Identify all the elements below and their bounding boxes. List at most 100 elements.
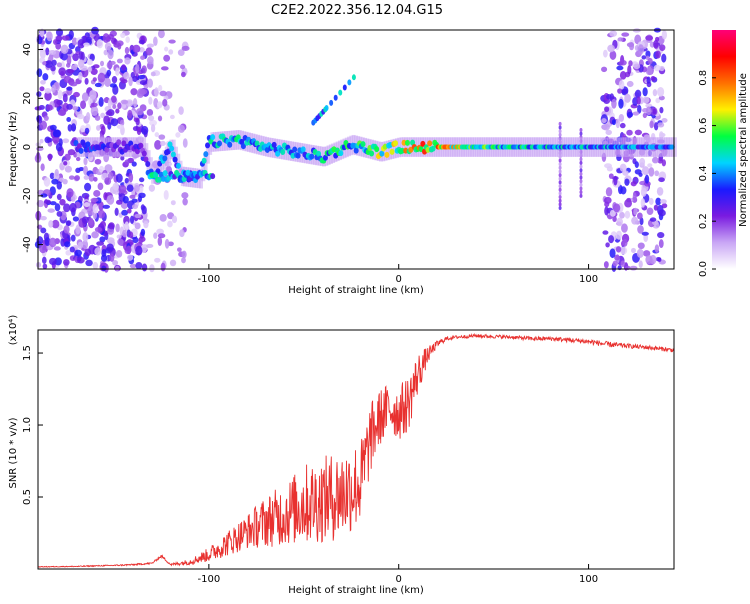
heatmap-cell [210, 134, 216, 141]
heatmap-cell [45, 47, 50, 56]
heatmap-cell [154, 87, 159, 97]
heatmap-cell [98, 97, 104, 107]
colorbar: 0.0 0.2 0.4 0.6 0.8 Normalized spectral ampl… [698, 30, 749, 277]
heatmap-cell [101, 265, 107, 272]
heatmap-cell [36, 91, 42, 97]
heatmap-cell [616, 230, 622, 240]
heatmap-cell [175, 162, 181, 169]
heatmap-cell [657, 86, 665, 97]
heatmap-cell [66, 188, 74, 198]
heatmap-cell [108, 222, 115, 230]
snr-x-tick-label: 0 [396, 574, 402, 585]
heatmap-cell [124, 159, 130, 165]
spectrogram-heatmap [34, 26, 677, 273]
heatmap-cell [579, 182, 583, 187]
heatmap-cell [131, 161, 137, 167]
heatmap-cell [120, 155, 125, 161]
heatmap-cell [205, 142, 211, 149]
heatmap-cell [148, 96, 153, 105]
heatmap-cell [49, 124, 57, 131]
heatmap-cell [109, 253, 115, 262]
heatmap-cell [94, 82, 102, 88]
colorbar-ticks: 0.0 0.2 0.4 0.6 0.8 [698, 70, 716, 277]
heatmap-cell [116, 137, 121, 157]
heatmap-cell [75, 167, 81, 174]
heatmap-cell [601, 66, 608, 73]
heatmap-cell [618, 113, 625, 122]
heatmap-cell [180, 166, 185, 187]
heatmap-cell [210, 173, 216, 180]
heatmap-cell [177, 124, 185, 133]
heatmap-cell [129, 215, 135, 224]
heatmap-cell [622, 170, 629, 176]
heatmap-cell [116, 139, 122, 146]
heatmap-cell [127, 109, 133, 119]
heatmap-cell [80, 125, 87, 133]
heatmap-cell [83, 157, 88, 166]
heatmap-cell [160, 175, 166, 182]
heatmap-cell [615, 118, 621, 129]
heatmap-cell [629, 265, 638, 271]
heatmap-cell [146, 243, 154, 248]
heatmap-cell [64, 165, 72, 173]
heatmap-cell [651, 156, 659, 164]
heatmap-cell [94, 115, 101, 121]
heatmap-cell [39, 86, 45, 92]
heatmap-cell [163, 54, 171, 62]
heatmap-cell [609, 248, 616, 259]
heatmap-cell [63, 225, 70, 234]
heatmap-cell [175, 132, 181, 138]
heatmap-cell [632, 192, 637, 202]
heatmap-cell [143, 156, 149, 163]
heatmap-cell [420, 140, 426, 147]
spectrogram-x-axis-label: Height of straight line (km) [288, 285, 424, 296]
heatmap-cell [107, 98, 112, 109]
heatmap-cell [132, 98, 138, 108]
heatmap-cell [124, 177, 129, 184]
heatmap-cell [558, 198, 562, 203]
heatmap-cell [107, 49, 114, 60]
heatmap-cell [647, 163, 653, 168]
heatmap-cell [148, 157, 153, 177]
heatmap-cell [84, 182, 92, 192]
heatmap-cell [558, 158, 562, 163]
heatmap-cell [657, 231, 665, 239]
heatmap-cell [57, 90, 63, 100]
heatmap-cell [179, 229, 185, 238]
heatmap-cell [637, 44, 645, 55]
heatmap-cell [103, 115, 111, 125]
heatmap-cell [619, 122, 626, 129]
heatmap-cell [140, 204, 146, 211]
heatmap-cell [67, 124, 73, 132]
heatmap-cell [131, 204, 139, 210]
heatmap-cell [127, 254, 134, 261]
heatmap-cell [626, 197, 632, 203]
heatmap-cell [78, 51, 84, 60]
heatmap-cell [69, 246, 75, 253]
heatmap-cell [148, 115, 155, 121]
heatmap-cell [159, 90, 167, 97]
heatmap-cell [46, 31, 53, 42]
heatmap-cell [97, 182, 104, 191]
heatmap-cell [579, 168, 583, 173]
heatmap-cell [88, 173, 95, 182]
snr-x-tick-label: 100 [579, 574, 598, 585]
heatmap-cell [181, 250, 187, 259]
heatmap-cell [427, 140, 433, 147]
heatmap-cell [54, 169, 59, 177]
heatmap-cell [658, 177, 665, 183]
heatmap-cell [135, 245, 143, 256]
snr-series [37, 332, 675, 568]
heatmap-cell [48, 49, 57, 55]
heatmap-cell [655, 197, 662, 206]
heatmap-cell [53, 98, 61, 108]
heatmap-cell [242, 131, 247, 151]
heatmap-cell [624, 93, 631, 103]
heatmap-cell [632, 111, 640, 116]
heatmap-cell [104, 146, 110, 153]
heatmap-cell [63, 161, 68, 166]
heatmap-cell [240, 143, 246, 150]
snr-y-axis-label: SNR (10 * v/v) [8, 417, 19, 488]
heatmap-cell [130, 88, 138, 96]
heatmap-cell [157, 157, 162, 177]
